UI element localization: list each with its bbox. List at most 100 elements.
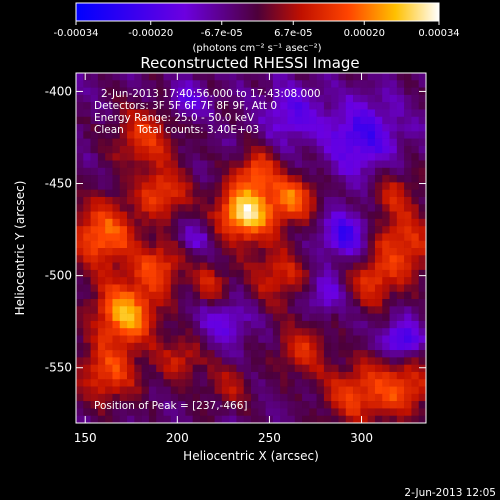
heatmap-cell <box>178 168 186 176</box>
heatmap-cell <box>164 226 172 234</box>
colorbar-tick-label: 0.00020 <box>344 28 385 39</box>
heatmap-cell <box>127 357 135 365</box>
heatmap-cell <box>382 190 390 198</box>
heatmap-cell <box>411 124 419 132</box>
heatmap-cell <box>375 146 383 154</box>
heatmap-cell <box>171 153 179 161</box>
heatmap-cell <box>404 219 412 227</box>
heatmap-cell <box>164 321 172 329</box>
heatmap-cell <box>419 226 427 234</box>
heatmap-cell <box>287 336 295 344</box>
heatmap-cell <box>324 80 332 88</box>
heatmap-cell <box>375 182 383 190</box>
heatmap-cell <box>302 277 310 285</box>
heatmap-cell <box>317 212 325 220</box>
heatmap-cell <box>390 226 398 234</box>
heatmap-cell <box>112 343 120 351</box>
heatmap-cell <box>244 416 252 424</box>
heatmap-cell <box>142 314 150 322</box>
heatmap-cell <box>171 212 179 220</box>
heatmap-cell <box>324 153 332 161</box>
heatmap-cell <box>309 306 317 314</box>
heatmap-cell <box>83 233 91 241</box>
heatmap-cell <box>207 175 215 183</box>
heatmap-cell <box>368 117 376 125</box>
heatmap-cell <box>171 277 179 285</box>
heatmap-cell <box>404 350 412 358</box>
heatmap-cell <box>287 80 295 88</box>
heatmap-cell <box>382 109 390 117</box>
heatmap-cell <box>98 343 106 351</box>
heatmap-cell <box>83 88 91 96</box>
heatmap-cell <box>324 124 332 132</box>
heatmap-cell <box>83 416 91 424</box>
heatmap-cell <box>331 146 339 154</box>
heatmap-cell <box>185 233 193 241</box>
heatmap-cell <box>353 336 361 344</box>
heatmap-cell <box>419 394 427 402</box>
heatmap-cell <box>346 372 354 380</box>
heatmap-cell <box>229 241 237 249</box>
heatmap-cell <box>273 314 281 322</box>
heatmap-cell <box>266 197 274 205</box>
heatmap-cell <box>142 212 150 220</box>
heatmap-cell <box>382 248 390 256</box>
heatmap-cell <box>419 292 427 300</box>
heatmap-cell <box>368 284 376 292</box>
heatmap-cell <box>266 182 274 190</box>
heatmap-cell <box>142 263 150 271</box>
heatmap-cell <box>236 233 244 241</box>
heatmap-cell <box>404 321 412 329</box>
heatmap-cell <box>368 73 376 81</box>
heatmap-cell <box>91 241 99 249</box>
heatmap-cell <box>258 284 266 292</box>
heatmap-cell <box>404 95 412 103</box>
heatmap-cell <box>105 204 113 212</box>
heatmap-cell <box>178 161 186 169</box>
heatmap-cell <box>331 284 339 292</box>
heatmap-cell <box>397 270 405 278</box>
heatmap-cell <box>280 343 288 351</box>
heatmap-cell <box>215 336 223 344</box>
heatmap-cell <box>258 401 266 409</box>
heatmap-cell <box>390 350 398 358</box>
heatmap-cell <box>236 248 244 256</box>
heatmap-cell <box>331 219 339 227</box>
heatmap-cell <box>215 314 223 322</box>
heatmap-cell <box>120 379 128 387</box>
heatmap-cell <box>411 306 419 314</box>
heatmap-cell <box>222 314 230 322</box>
heatmap-cell <box>171 175 179 183</box>
heatmap-cell <box>207 161 215 169</box>
heatmap-cell <box>171 379 179 387</box>
heatmap-cell <box>324 394 332 402</box>
heatmap-cell <box>266 292 274 300</box>
heatmap-cell <box>404 328 412 336</box>
heatmap-cell <box>178 73 186 81</box>
heatmap-cell <box>200 190 208 198</box>
heatmap-cell <box>353 124 361 132</box>
heatmap-cell <box>142 204 150 212</box>
heatmap-cell <box>142 292 150 300</box>
heatmap-cell <box>193 153 201 161</box>
heatmap-cell <box>222 146 230 154</box>
heatmap-cell <box>295 168 303 176</box>
heatmap-cell <box>222 168 230 176</box>
heatmap-cell <box>375 343 383 351</box>
heatmap-cell <box>149 153 157 161</box>
heatmap-cell <box>244 365 252 373</box>
heatmap-cell <box>215 146 223 154</box>
heatmap-cell <box>419 336 427 344</box>
heatmap-cell <box>375 408 383 416</box>
heatmap-cell <box>339 299 347 307</box>
heatmap-cell <box>76 161 84 169</box>
heatmap-cell <box>222 219 230 227</box>
heatmap-cell <box>419 190 427 198</box>
heatmap-cell <box>309 328 317 336</box>
heatmap-cell <box>193 350 201 358</box>
heatmap-cell <box>360 263 368 271</box>
heatmap-cell <box>236 328 244 336</box>
heatmap-cell <box>324 248 332 256</box>
heatmap-cell <box>339 277 347 285</box>
heatmap-cell <box>339 416 347 424</box>
